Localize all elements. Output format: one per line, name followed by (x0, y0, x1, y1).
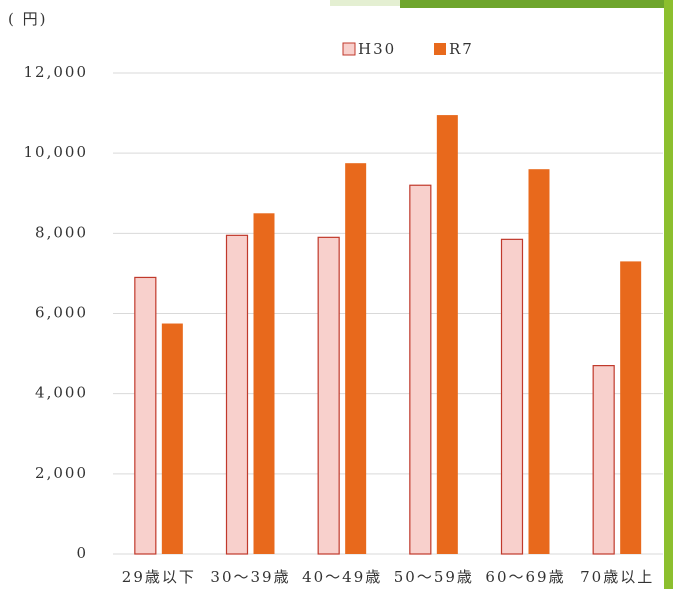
x-tick-label: 40～49歳 (302, 568, 382, 586)
legend-swatch (434, 43, 446, 55)
decor-stripe (400, 0, 664, 8)
legend-label: R7 (449, 40, 474, 58)
y-tick-label: 4,000 (35, 384, 88, 402)
bar (528, 169, 550, 554)
y-tick-label: 0 (76, 544, 88, 562)
x-tick-label: 30～39歳 (210, 568, 290, 586)
bar (345, 163, 367, 554)
y-axis-label: ( 円) (8, 10, 47, 28)
x-tick-label: 70歳以上 (580, 568, 654, 586)
bar (436, 115, 458, 555)
legend-swatch (342, 42, 356, 56)
bar (620, 261, 642, 554)
y-tick-label: 12,000 (24, 63, 89, 81)
bar (592, 365, 615, 555)
bar (134, 276, 157, 555)
x-tick-label: 60～69歳 (485, 568, 565, 586)
decor-stripe-light (330, 0, 400, 6)
decor-bar (664, 0, 673, 589)
bar (225, 234, 249, 555)
bar (500, 238, 524, 555)
bar (161, 323, 183, 554)
y-tick-label: 6,000 (35, 304, 88, 322)
bar (253, 213, 275, 554)
legend-label: H30 (358, 40, 396, 58)
y-tick-label: 10,000 (24, 143, 89, 161)
y-tick-label: 2,000 (35, 464, 88, 482)
bar (317, 236, 340, 555)
x-tick-label: 29歳以下 (122, 568, 196, 586)
y-tick-label: 8,000 (35, 223, 88, 241)
bar (409, 184, 432, 555)
x-tick-label: 50～59歳 (394, 568, 474, 586)
